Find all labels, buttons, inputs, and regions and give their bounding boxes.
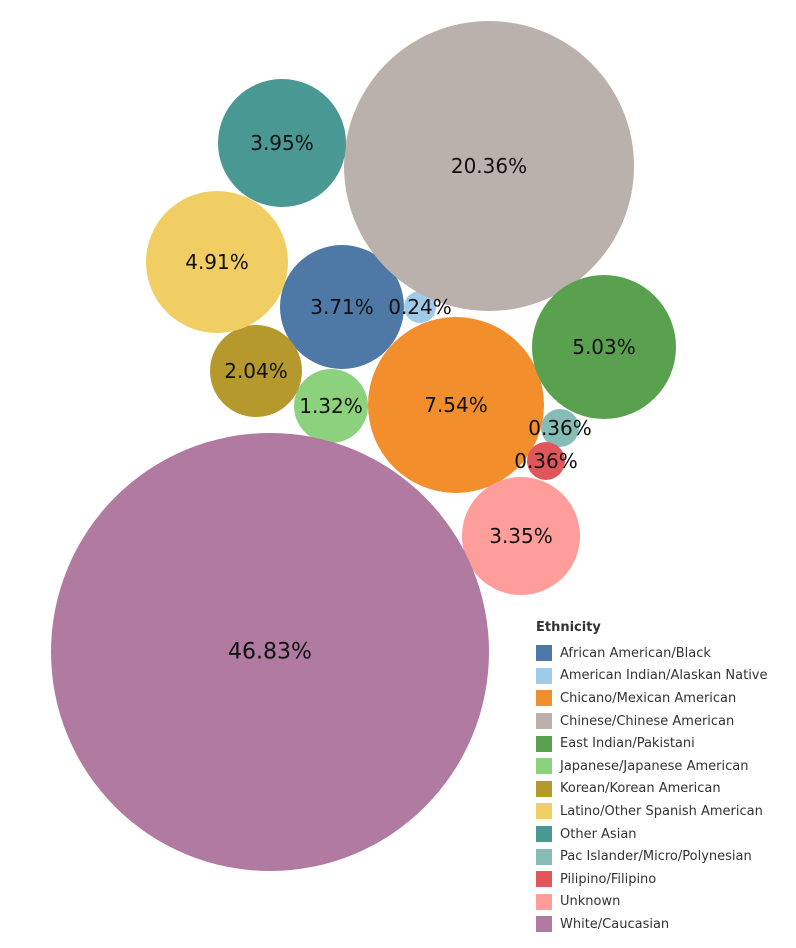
- legend-title: Ethnicity: [536, 620, 601, 635]
- bubble-chicano-mexican-american[interactable]: [368, 317, 544, 493]
- bubble-chinese-chinese-american[interactable]: [344, 21, 634, 311]
- bubble-label-latino-other-spanish-american: 4.91%: [185, 250, 249, 274]
- legend-item-chicano-mexican-american[interactable]: Chicano/Mexican American: [536, 687, 792, 710]
- legend-item-japanese-japanese-american[interactable]: Japanese/Japanese American: [536, 755, 792, 778]
- legend-label: East Indian/Pakistani: [560, 736, 695, 752]
- bubble-label-japanese-japanese-american: 1.32%: [299, 394, 363, 418]
- legend-swatch: [536, 826, 552, 843]
- bubble-label-chinese-chinese-american: 20.36%: [451, 154, 527, 178]
- legend-swatch: [536, 780, 552, 797]
- bubble-white-caucasian[interactable]: [51, 433, 489, 871]
- legend-label: Latino/Other Spanish American: [560, 803, 763, 819]
- legend-swatch: [536, 645, 552, 662]
- legend-label: Pac Islander/Micro/Polynesian: [560, 849, 752, 865]
- legend-swatch: [536, 803, 552, 820]
- bubble-american-indian-alaskan-native[interactable]: [404, 291, 436, 323]
- legend-item-african-american-black[interactable]: African American/Black: [536, 642, 792, 665]
- legend-swatch: [536, 848, 552, 865]
- bubble-label-white-caucasian: 46.83%: [228, 640, 312, 665]
- legend-items: African American/Black American Indian/Al…: [536, 642, 792, 936]
- legend-item-chinese-chinese-american[interactable]: Chinese/Chinese American: [536, 710, 792, 733]
- legend: Ethnicity African American/Black American…: [536, 620, 792, 936]
- bubble-label-unknown: 3.35%: [489, 524, 553, 548]
- legend-item-pilipino-filipino[interactable]: Pilipino/Filipino: [536, 868, 792, 891]
- bubble-east-indian-pakistani[interactable]: [532, 275, 676, 419]
- legend-label: White/Caucasian: [560, 916, 670, 932]
- bubble-pilipino-filipino[interactable]: [527, 442, 565, 480]
- legend-label: Other Asian: [560, 826, 637, 842]
- bubble-label-african-american-black: 3.71%: [310, 295, 374, 319]
- bubble-pac-islander-micro-polynesian[interactable]: [541, 409, 579, 447]
- bubble-label-korean-korean-american: 2.04%: [224, 359, 288, 383]
- bubble-other-asian[interactable]: [218, 79, 346, 207]
- bubble-korean-korean-american[interactable]: [210, 325, 302, 417]
- legend-label: American Indian/Alaskan Native: [560, 668, 768, 684]
- legend-label: Korean/Korean American: [560, 781, 721, 797]
- legend-swatch: [536, 713, 552, 730]
- legend-swatch: [536, 916, 552, 933]
- labels-layer: 3.71% 0.24% 7.54% 20.36% 5.03% 1.32% 2.04% 4.91…: [185, 131, 636, 665]
- legend-swatch: [536, 690, 552, 707]
- legend-label: Chinese/Chinese American: [560, 713, 735, 729]
- bubble-label-pilipino-filipino: 0.36%: [514, 449, 578, 473]
- legend-item-korean-korean-american[interactable]: Korean/Korean American: [536, 778, 792, 801]
- legend-label: Pilipino/Filipino: [560, 871, 657, 887]
- legend-swatch: [536, 758, 552, 775]
- legend-item-unknown[interactable]: Unknown: [536, 891, 792, 914]
- legend-swatch: [536, 893, 552, 910]
- bubble-label-chicano-mexican-american: 7.54%: [424, 393, 488, 417]
- legend-item-american-indian-alaskan-native[interactable]: American Indian/Alaskan Native: [536, 665, 792, 688]
- legend-swatch: [536, 667, 552, 684]
- bubble-african-american-black[interactable]: [280, 245, 404, 369]
- bubble-label-east-indian-pakistani: 5.03%: [572, 335, 636, 359]
- legend-swatch: [536, 735, 552, 752]
- legend-item-east-indian-pakistani[interactable]: East Indian/Pakistani: [536, 732, 792, 755]
- legend-swatch: [536, 871, 552, 888]
- bubble-latino-other-spanish-american[interactable]: [146, 191, 288, 333]
- bubble-label-pac-islander-micro-polynesian: 0.36%: [528, 416, 592, 440]
- bubble-japanese-japanese-american[interactable]: [294, 369, 368, 443]
- legend-label: African American/Black: [560, 645, 711, 661]
- legend-item-white-caucasian[interactable]: White/Caucasian: [536, 913, 792, 936]
- bubble-label-american-indian-alaskan-native: 0.24%: [388, 295, 452, 319]
- legend-label: Chicano/Mexican American: [560, 690, 737, 706]
- legend-label: Japanese/Japanese American: [560, 758, 749, 774]
- legend-item-latino-other-spanish-american[interactable]: Latino/Other Spanish American: [536, 800, 792, 823]
- legend-label: Unknown: [560, 894, 621, 910]
- bubble-label-other-asian: 3.95%: [250, 131, 314, 155]
- legend-item-other-asian[interactable]: Other Asian: [536, 823, 792, 846]
- bubble-unknown[interactable]: [462, 477, 580, 595]
- bubbles-layer: [51, 21, 676, 871]
- legend-item-pac-islander-micro-polynesian[interactable]: Pac Islander/Micro/Polynesian: [536, 845, 792, 868]
